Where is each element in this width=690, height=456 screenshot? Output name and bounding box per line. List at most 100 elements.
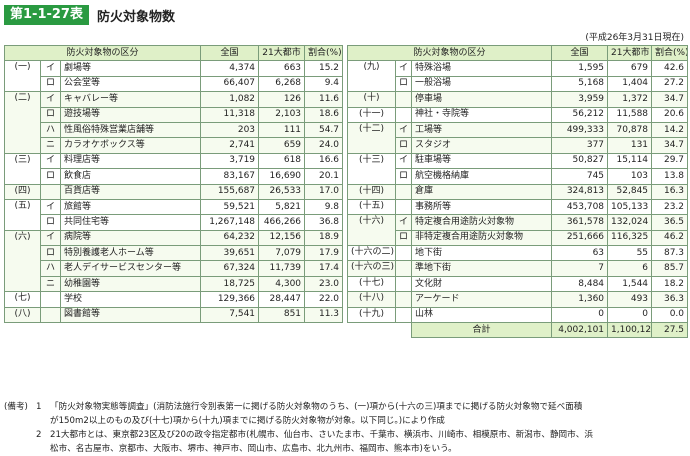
ratio-value: 16.6	[304, 152, 344, 170]
table-row: (十六の三) 準地下街 7 6 85.7	[347, 260, 689, 277]
national-count: 4,374	[200, 60, 260, 77]
city-count: 6,268	[258, 75, 306, 93]
remark-line: 21大都市とは、東京都23区及び20の政令指定都市(札幌市、仙台市、さいたま市、…	[50, 430, 593, 440]
city-count: 26,533	[258, 183, 306, 200]
city-count: 103	[607, 168, 653, 185]
remark-1: (備考) 1 「防火対象物実態等調査」(消防法施行令別表第一に掲げる防火対象物の…	[4, 400, 688, 428]
national-count: 3,719	[200, 152, 260, 170]
ratio-value: 36.8	[304, 214, 344, 231]
category-name: 性風俗特殊営業店舗等	[59, 121, 202, 139]
group-code: (十六の三)	[347, 260, 396, 277]
ratio-value: 46.2	[651, 229, 689, 247]
table-row: (十九) 山林 0 0 0.0	[347, 306, 689, 324]
table-row: ロ飲食店 83,167 16,690 20.1	[5, 168, 344, 185]
national-count: 50,827	[551, 152, 609, 170]
table-row: (二) イキャバレー等 1,082 126 11.6	[4, 91, 344, 154]
national-count: 377	[551, 137, 609, 154]
group-code: (五)	[4, 198, 41, 231]
national-count: 39,651	[200, 245, 260, 262]
national-count: 0	[551, 306, 609, 324]
sub-code: ロ	[40, 245, 61, 262]
category-name: 幼稚園等	[59, 275, 202, 293]
table-row: ロ共同住宅等 1,267,148 466,266 36.8	[5, 214, 344, 231]
city-count: 0	[607, 306, 653, 324]
category-name: 航空機格納庫	[410, 168, 553, 185]
category-name: 一般浴場	[410, 75, 553, 93]
remark-text: 21大都市とは、東京都23区及び20の政令指定都市(札幌市、仙台市、さいたま市、…	[50, 428, 688, 456]
group-code: (十一)	[347, 106, 396, 123]
ratio-value: 20.6	[651, 106, 689, 123]
category-name: 特定複合用途防火対象物	[410, 214, 553, 231]
city-count: 132,024	[607, 214, 653, 231]
ratio-value: 29.7	[651, 152, 689, 170]
remark-line: 松市、名古屋市、京都市、大阪市、堺市、神戸市、岡山市、広島市、北九州市、福岡市、…	[50, 444, 457, 454]
table-row: (十) 停車場 3,959 1,372 34.7	[347, 91, 689, 108]
ratio-value: 34.7	[651, 137, 689, 154]
ratio-value: 22.0	[304, 291, 344, 308]
table-row: (八) 図書館等 7,541 851 11.3	[4, 306, 344, 324]
city-count: 1,544	[607, 275, 653, 293]
sub-code	[395, 260, 412, 277]
remark-line: が150m2以上のもの及び(十七)項から(十九)項までに掲げる防火対象物が対象。…	[50, 416, 445, 426]
category-name: 特殊浴場	[410, 60, 553, 77]
header-total: 全国	[200, 44, 260, 62]
category-name: 駐車場等	[410, 152, 553, 170]
city-count: 493	[607, 291, 653, 308]
group-code: (九)	[347, 60, 396, 93]
national-count: 129,366	[200, 291, 260, 308]
table-row: ロ遊技場等 11,318 2,103 18.6	[4, 106, 344, 123]
sub-code: イ	[395, 121, 412, 139]
sub-code: ロ	[40, 106, 61, 123]
sub-code	[40, 291, 61, 308]
remark-2: 2 21大都市とは、東京都23区及び20の政令指定都市(札幌市、仙台市、さいたま…	[4, 428, 688, 456]
category-name: 文化財	[410, 275, 553, 293]
group-code: (十五)	[347, 198, 396, 216]
remarks: (備考) 1 「防火対象物実態等調査」(消防法施行令別表第一に掲げる防火対象物の…	[4, 400, 688, 456]
ratio-value: 9.4	[304, 75, 344, 93]
group-code: (十六の二)	[347, 245, 396, 262]
national-count: 1,360	[551, 291, 609, 308]
sub-code: ロ	[395, 229, 412, 247]
table-row: ロ非特定複合用途防火対象物 251,666 116,325 46.2	[347, 229, 689, 247]
table-row: ロ一般浴場 5,168 1,404 27.2	[348, 75, 689, 93]
category-name: 学校	[59, 291, 202, 308]
ratio-value: 23.0	[304, 275, 344, 293]
group-code: (十)	[347, 91, 396, 108]
national-count: 1,595	[551, 60, 609, 77]
ratio-value: 23.2	[651, 198, 689, 216]
group-code: (十二)	[347, 121, 396, 154]
ratio-value: 11.3	[304, 306, 344, 324]
group-code: (十三)	[347, 152, 396, 185]
sub-code	[40, 306, 61, 324]
city-count: 55	[607, 245, 653, 262]
ratio-value: 87.3	[651, 245, 689, 262]
remark-number: 2	[36, 430, 42, 440]
national-count: 63	[551, 245, 609, 262]
sub-code: ニ	[40, 137, 61, 154]
category-name: 飲食店	[59, 168, 202, 185]
sub-code	[395, 245, 412, 262]
sub-code	[395, 291, 412, 308]
category-name: 事務所等	[410, 198, 553, 216]
city-count: 6	[607, 260, 653, 277]
header-category: 防火対象物の区分	[3, 44, 202, 62]
city-count: 111	[258, 121, 306, 139]
category-name: 遊技場等	[59, 106, 202, 123]
remarks-label: (備考)	[4, 402, 28, 412]
group-code: (七)	[4, 291, 41, 308]
category-name: キャバレー等	[59, 91, 202, 108]
total-label: 合計	[410, 322, 553, 339]
group-code: (十八)	[347, 291, 396, 308]
sub-code: イ	[40, 229, 61, 247]
national-count: 56,212	[551, 106, 609, 123]
as-of-date: (平成26年3月31日現在)	[585, 33, 684, 43]
ratio-value: 0.0	[651, 306, 689, 324]
national-count: 453,708	[551, 198, 609, 216]
national-count: 59,521	[200, 198, 260, 216]
total-cities: 1,100,124	[607, 322, 653, 339]
category-name: アーケード	[410, 291, 553, 308]
table-row: ニ幼稚園等 18,725 4,300 23.0	[4, 275, 344, 293]
city-count: 131	[607, 137, 653, 154]
ratio-value: 85.7	[651, 260, 689, 277]
sub-code: イ	[395, 214, 412, 231]
